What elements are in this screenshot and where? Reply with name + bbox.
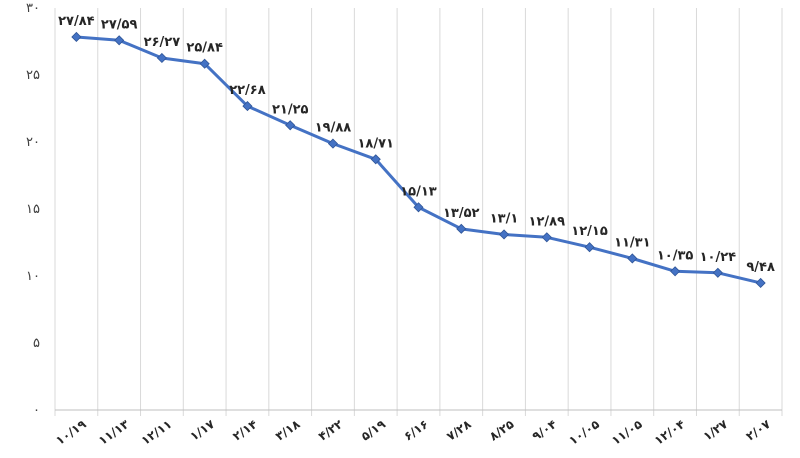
y-tick-label: ۳۰ bbox=[26, 1, 40, 16]
data-label: ۱۳/۱ bbox=[490, 211, 519, 226]
x-tick-label: ۶/۱۶ bbox=[401, 417, 431, 444]
series-line bbox=[76, 35, 761, 285]
x-tick-label: ۵/۱۹ bbox=[359, 417, 389, 444]
x-tick-label: ۷/۲۸ bbox=[444, 417, 474, 444]
x-tick-label: ۱/۲۷ bbox=[701, 417, 731, 444]
y-axis: ۰ ۵ ۱۰ ۱۵ ۲۰ ۲۵ ۳۰ bbox=[26, 1, 40, 418]
data-label: ۲۷/۸۴ bbox=[58, 14, 95, 29]
gridlines bbox=[54, 8, 783, 416]
x-tick-label: ۱/۱۷ bbox=[187, 417, 217, 444]
data-point-marker bbox=[199, 58, 210, 69]
data-point-marker bbox=[712, 267, 723, 278]
y-tick-label: ۵ bbox=[33, 336, 40, 351]
data-label: ۱۱/۳۱ bbox=[614, 235, 651, 250]
data-point-marker bbox=[71, 31, 82, 43]
data-point-marker bbox=[327, 138, 339, 149]
data-point-marker bbox=[156, 52, 167, 64]
x-tick-label: ۱۲/۰۴ bbox=[652, 417, 688, 448]
y-tick-label: ۲۰ bbox=[26, 135, 40, 150]
x-tick-label: ۳/۱۸ bbox=[273, 417, 303, 444]
data-point-marker bbox=[670, 266, 681, 277]
data-label: ۹/۴۸ bbox=[746, 260, 775, 275]
x-tick-label: ۱۲/۱۱ bbox=[139, 417, 175, 448]
data-label: ۱۹/۸۸ bbox=[315, 121, 352, 136]
y-tick-label: ۱۰ bbox=[26, 269, 40, 284]
x-tick-label: ۱۱/۰۵ bbox=[609, 417, 645, 448]
series bbox=[71, 31, 766, 289]
data-point-marker bbox=[114, 35, 125, 46]
data-point-marker bbox=[285, 120, 296, 131]
data-label: ۲۲/۶۸ bbox=[229, 83, 266, 98]
data-point-marker bbox=[755, 277, 766, 289]
data-point-marker bbox=[541, 232, 552, 243]
x-tick-label: ۲/۱۴ bbox=[230, 417, 260, 444]
x-tick-label: ۱۰/۱۹ bbox=[53, 417, 89, 448]
x-tick-label: ۱۰/۰۵ bbox=[566, 417, 602, 448]
data-point-marker bbox=[413, 202, 424, 213]
data-point-marker bbox=[627, 253, 638, 264]
x-tick-label: ۴/۲۲ bbox=[316, 417, 346, 444]
data-label: ۱۲/۸۹ bbox=[529, 214, 566, 229]
x-tick-label: ۸/۲۵ bbox=[487, 417, 517, 444]
data-label: ۲۵/۸۴ bbox=[186, 41, 223, 56]
data-point-marker bbox=[370, 154, 381, 165]
data-label: ۱۳/۵۲ bbox=[443, 206, 480, 221]
data-label: ۱۰/۳۵ bbox=[657, 248, 694, 263]
y-tick-label: ۰ bbox=[33, 403, 40, 418]
data-label: ۱۰/۲۴ bbox=[700, 250, 737, 265]
data-label: ۱۸/۷۱ bbox=[357, 136, 394, 151]
data-label: ۲۷/۵۹ bbox=[101, 17, 138, 32]
data-label: ۱۵/۱۳ bbox=[400, 184, 437, 199]
x-axis: ۱۰/۱۹ ۱۱/۱۳ ۱۲/۱۱ ۱/۱۷ ۲/۱۴ ۳/۱۸ ۴/۲۲ ۵/۱۹ ۶/۱۶ ۷… bbox=[53, 409, 782, 448]
data-point-marker bbox=[242, 101, 253, 112]
data-point-marker bbox=[584, 242, 595, 253]
y-tick-label: ۲۵ bbox=[26, 68, 40, 83]
data-point-marker bbox=[498, 229, 510, 240]
x-tick-label: ۱۱/۱۳ bbox=[96, 417, 132, 448]
data-labels: ۲۷/۸۴ ۲۷/۵۹ ۲۶/۲۷ ۲۵/۸۴ ۲۲/۶۸ ۲۱/۲۵ ۱۹/۸۸ ۱۸/۷۱… bbox=[58, 14, 775, 275]
data-label: ۲۱/۲۵ bbox=[272, 102, 309, 117]
data-point-marker bbox=[456, 223, 467, 234]
y-tick-label: ۱۵ bbox=[26, 202, 40, 217]
x-tick-label: ۲/۰۷ bbox=[743, 417, 773, 444]
x-tick-label: ۹/۰۴ bbox=[530, 417, 560, 444]
data-label: ۲۶/۲۷ bbox=[144, 35, 181, 50]
data-label: ۱۲/۱۵ bbox=[571, 224, 608, 239]
